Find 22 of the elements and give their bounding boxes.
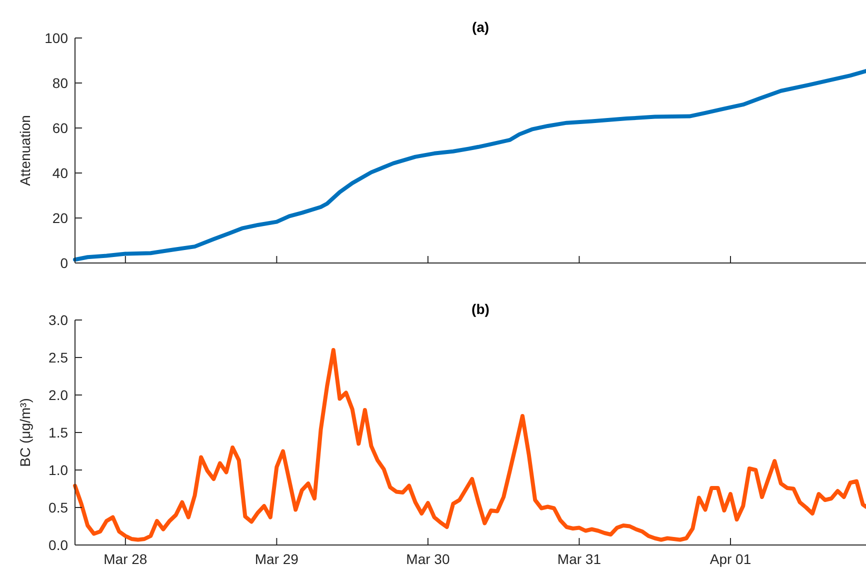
y-tick-label: 100: [44, 30, 68, 46]
y-tick-label: 2.0: [48, 387, 68, 403]
y-tick-label: 0: [60, 255, 68, 271]
x-tick-label: Mar 31: [557, 551, 602, 567]
y-tick-label: 1.5: [48, 424, 68, 440]
y-tick-label: 3.0: [48, 312, 68, 328]
y-axis-title: BC (μg/m³): [17, 398, 33, 467]
y-tick-label: 80: [52, 75, 68, 91]
x-tick-label: Mar 29: [254, 551, 299, 567]
y-tick-label: 0.0: [48, 537, 68, 553]
x-tick-label: Mar 30: [406, 551, 450, 567]
y-tick-label: 40: [52, 165, 68, 181]
y-tick-label: 1.0: [48, 462, 68, 478]
y-tick-label: 2.5: [48, 350, 68, 366]
chart-title: (b): [472, 301, 490, 317]
x-tick-label: Apr 01: [710, 551, 752, 567]
x-tick-label: Mar 28: [104, 551, 148, 567]
y-tick-label: 20: [52, 210, 68, 226]
chart-title: (a): [472, 19, 490, 35]
y-tick-label: 0.5: [48, 500, 68, 516]
y-tick-label: 60: [52, 120, 68, 136]
y-axis-title: Attenuation: [17, 115, 33, 186]
